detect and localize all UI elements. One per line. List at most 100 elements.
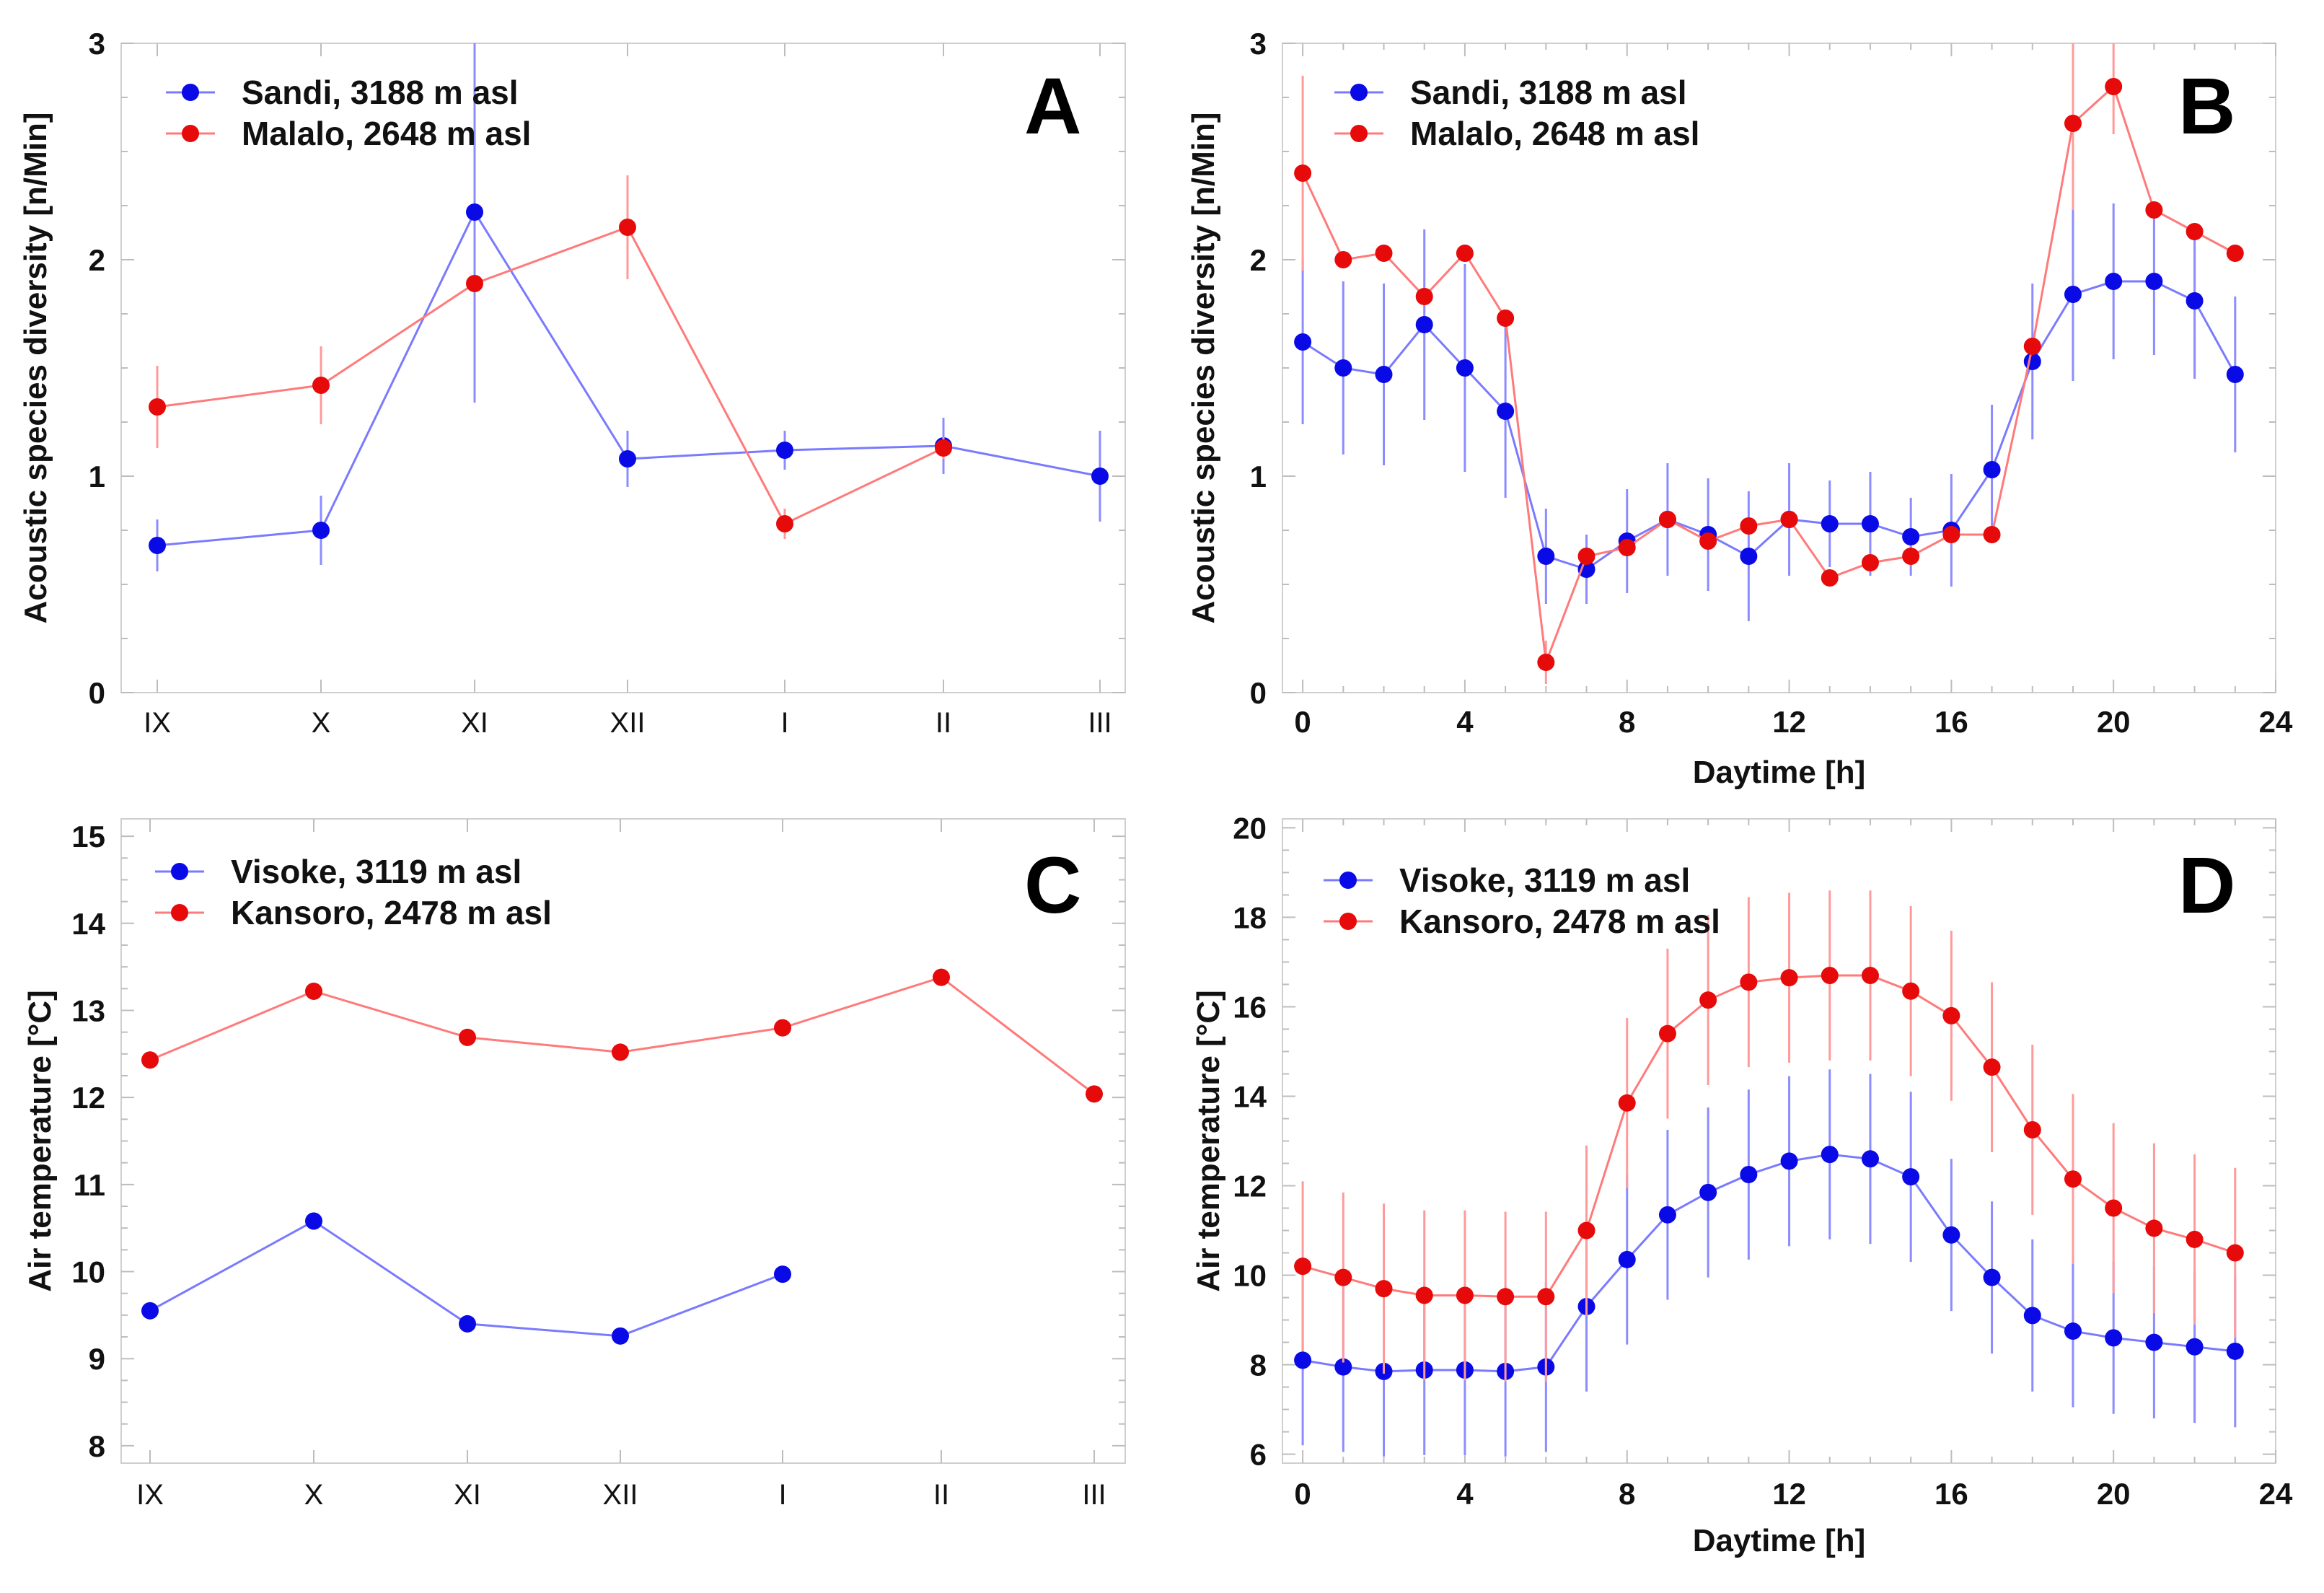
data-point	[1577, 1221, 1595, 1239]
data-point	[1780, 1152, 1798, 1170]
data-point	[774, 1265, 791, 1283]
panel-letter: C	[1024, 841, 1081, 930]
data-point	[1780, 511, 1798, 528]
data-point	[1740, 517, 1758, 535]
y-tick-label: 10	[1233, 1259, 1267, 1293]
data-point	[2186, 292, 2204, 310]
data-point	[459, 1028, 476, 1046]
panel-letter: D	[2178, 841, 2235, 930]
data-point	[1294, 333, 1312, 351]
x-tick-label: 8	[1619, 1477, 1635, 1511]
data-point	[1983, 461, 2001, 478]
data-point	[776, 515, 793, 532]
x-tick-label: XI	[454, 1479, 481, 1511]
panel-letter: A	[1024, 62, 1081, 151]
legend-label: Malalo, 2648 m asl	[242, 115, 531, 152]
legend-marker	[1350, 84, 1368, 101]
data-point	[1577, 548, 1595, 565]
data-point	[1902, 528, 1920, 545]
data-point	[2023, 1120, 2041, 1138]
data-point	[612, 1043, 629, 1061]
data-point	[1658, 1206, 1676, 1224]
y-tick-label: 14	[1233, 1079, 1267, 1113]
x-tick-label: 12	[1772, 705, 1806, 739]
data-point	[312, 522, 330, 539]
panel-d: 6 8 10 12 14 16 18 20 0 4 8 12 16 20 24 Air temperature…	[1191, 811, 2293, 1558]
y-tick-label: 10	[71, 1255, 105, 1289]
data-point	[1658, 1024, 1676, 1043]
series-kansoro	[141, 968, 1103, 1103]
data-point	[1294, 164, 1312, 182]
y-tick-label: 12	[1233, 1169, 1267, 1203]
data-point	[1902, 548, 1920, 565]
data-point	[2186, 1230, 2204, 1248]
series-line	[1302, 1153, 2235, 1373]
data-point	[1780, 969, 1798, 987]
data-point	[1618, 1094, 1636, 1112]
y-tick-label: 2	[1250, 243, 1267, 277]
data-point	[1902, 982, 1920, 1000]
data-point	[2226, 1244, 2244, 1262]
x-tick-label: 16	[1935, 1477, 1968, 1511]
y-tick-label: 13	[71, 993, 105, 1027]
series-malalo	[1294, 43, 2244, 684]
data-point	[1618, 539, 1636, 556]
data-point	[2186, 1338, 2204, 1356]
data-point	[2145, 1219, 2163, 1237]
data-point	[1902, 1168, 1920, 1186]
data-point	[2023, 1307, 2041, 1325]
data-point	[1334, 1268, 1352, 1286]
data-point	[149, 398, 166, 416]
series-malalo	[149, 175, 952, 539]
data-point	[1983, 526, 2001, 543]
data-point	[1983, 1058, 2001, 1076]
y-tick-label: 1	[89, 460, 105, 493]
data-point	[2023, 338, 2041, 355]
x-tick-label: III	[1088, 707, 1112, 739]
data-point	[2186, 223, 2204, 240]
data-point	[1821, 515, 1839, 532]
y-tick-label: 0	[89, 676, 105, 710]
x-tick-label: I	[778, 1479, 786, 1511]
data-point	[1537, 654, 1555, 671]
panel-letter: B	[2178, 62, 2235, 151]
legend-marker	[1339, 913, 1357, 930]
data-point	[1091, 468, 1109, 485]
data-point	[1086, 1085, 1103, 1103]
legend-label: Kansoro, 2478 m asl	[1399, 903, 1720, 940]
data-point	[619, 450, 636, 468]
data-point	[1537, 1288, 1555, 1306]
data-point	[935, 439, 952, 457]
x-tick-label: 4	[1456, 705, 1474, 739]
x-tick-label: XII	[603, 1479, 638, 1511]
legend-marker	[182, 84, 199, 101]
y-tick-label: 11	[74, 1168, 105, 1202]
y-tick-label: 3	[1250, 27, 1267, 61]
data-point	[1497, 1288, 1515, 1306]
data-point	[1334, 359, 1352, 377]
y-tick-label: 14	[71, 907, 105, 941]
data-point	[2064, 115, 2082, 132]
legend-label: Sandi, 3188 m asl	[242, 74, 519, 111]
data-point	[1618, 1250, 1636, 1268]
data-point	[1942, 1226, 1960, 1244]
data-point	[1740, 1166, 1758, 1184]
legend-label: Kansoro, 2478 m asl	[231, 894, 552, 931]
data-point	[619, 219, 636, 236]
series-visoke	[1294, 1069, 2244, 1457]
y-tick-label: 3	[89, 27, 105, 61]
data-point	[2023, 353, 2041, 370]
data-point	[1415, 316, 1433, 333]
data-point	[776, 442, 793, 459]
series-line	[1301, 84, 2236, 663]
data-point	[141, 1051, 159, 1069]
y-axis-title: Acoustic species diversity [n/Min]	[1186, 112, 1221, 623]
data-point	[1983, 1268, 2001, 1286]
data-point	[1740, 973, 1758, 991]
y-axis-title: Acoustic species diversity [n/Min]	[18, 112, 53, 623]
legend-label: Visoke, 3119 m asl	[231, 853, 521, 890]
data-point	[1821, 967, 1839, 985]
